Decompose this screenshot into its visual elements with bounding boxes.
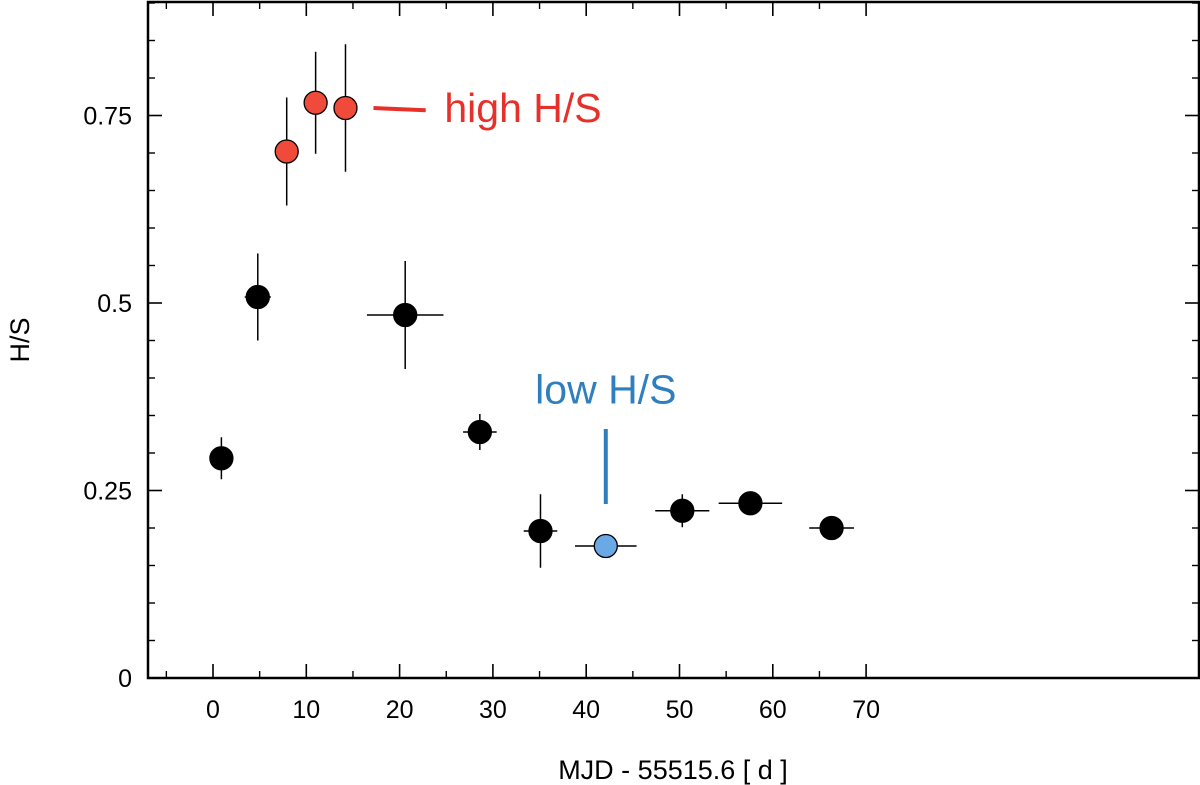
data-point-normal [467,419,492,445]
annotation-label-high: high H/S [444,85,601,131]
x-tick-label: 0 [206,696,220,724]
x-tick-label: 60 [759,696,787,724]
x-tick-label: 30 [479,696,507,724]
data-point-normal [819,515,844,541]
data-point-normal [738,491,763,516]
data-point-normal [245,284,270,310]
y-tick-label: 0.75 [83,103,132,131]
data-point-normal [393,302,418,328]
data-point-high [274,139,299,164]
data-point-normal [670,498,695,523]
y-tick-label: 0 [118,665,132,693]
data-point-low [593,533,618,559]
y-tick-label: 0.5 [97,290,132,318]
x-tick-label: 20 [386,696,414,724]
data-point-normal [209,446,234,471]
annotations: high H/S low H/S [373,85,676,504]
data-point-high [303,90,328,115]
x-tick-label: 40 [572,696,600,724]
data-point-high [333,95,358,121]
x-tick-label: 70 [852,696,880,724]
annotation-label-low: low H/S [535,366,676,412]
data-points [209,90,844,559]
x-tick-label: 50 [666,696,694,724]
data-point-normal [528,518,553,544]
y-tick-label: 0.25 [83,478,132,506]
x-tick-label: 10 [292,696,320,724]
y-axis-label: H/S [5,317,35,362]
annotation-line-high [373,106,426,113]
x-axis-label: MJD - 55515.6 [ d ] [558,755,788,785]
axis-ticks: 0 10 20 30 40 50 60 70 0 0.25 0.5 0.75 [83,2,1199,724]
